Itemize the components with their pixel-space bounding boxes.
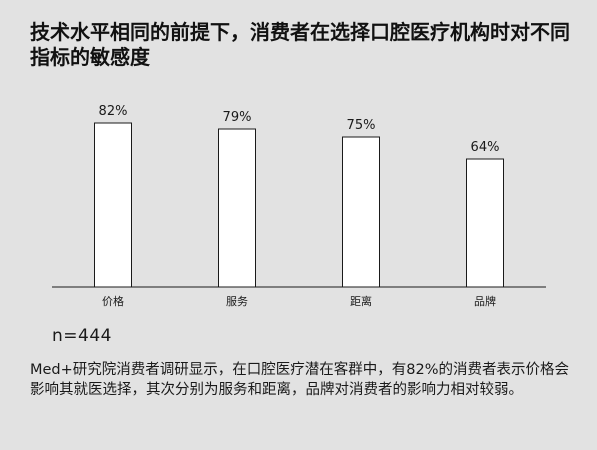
bar-3 (342, 136, 380, 288)
category-label-3: 距离 (350, 294, 372, 308)
bar-value-label-4: 64% (471, 140, 500, 155)
category-label-1: 价格 (102, 294, 124, 308)
bar-1 (94, 122, 132, 288)
sample-size: n=444 (52, 326, 112, 346)
bar-value-label-1: 82% (99, 104, 128, 119)
bar-4 (466, 158, 504, 288)
bar-value-label-3: 75% (347, 118, 376, 133)
category-label-2: 服务 (226, 295, 248, 308)
footnote-text: Med+研究院消费者调研显示，在口腔医疗潜在客群中，有82%的消费者表示价格会影… (30, 362, 570, 398)
chart-title: 技术水平相同的前提下，消费者在选择口腔医疗机构时对不同指标的敏感度 (30, 20, 570, 69)
category-label-4: 品牌 (474, 294, 496, 308)
bar-value-label-2: 79% (223, 110, 252, 125)
bar-2 (218, 128, 256, 288)
